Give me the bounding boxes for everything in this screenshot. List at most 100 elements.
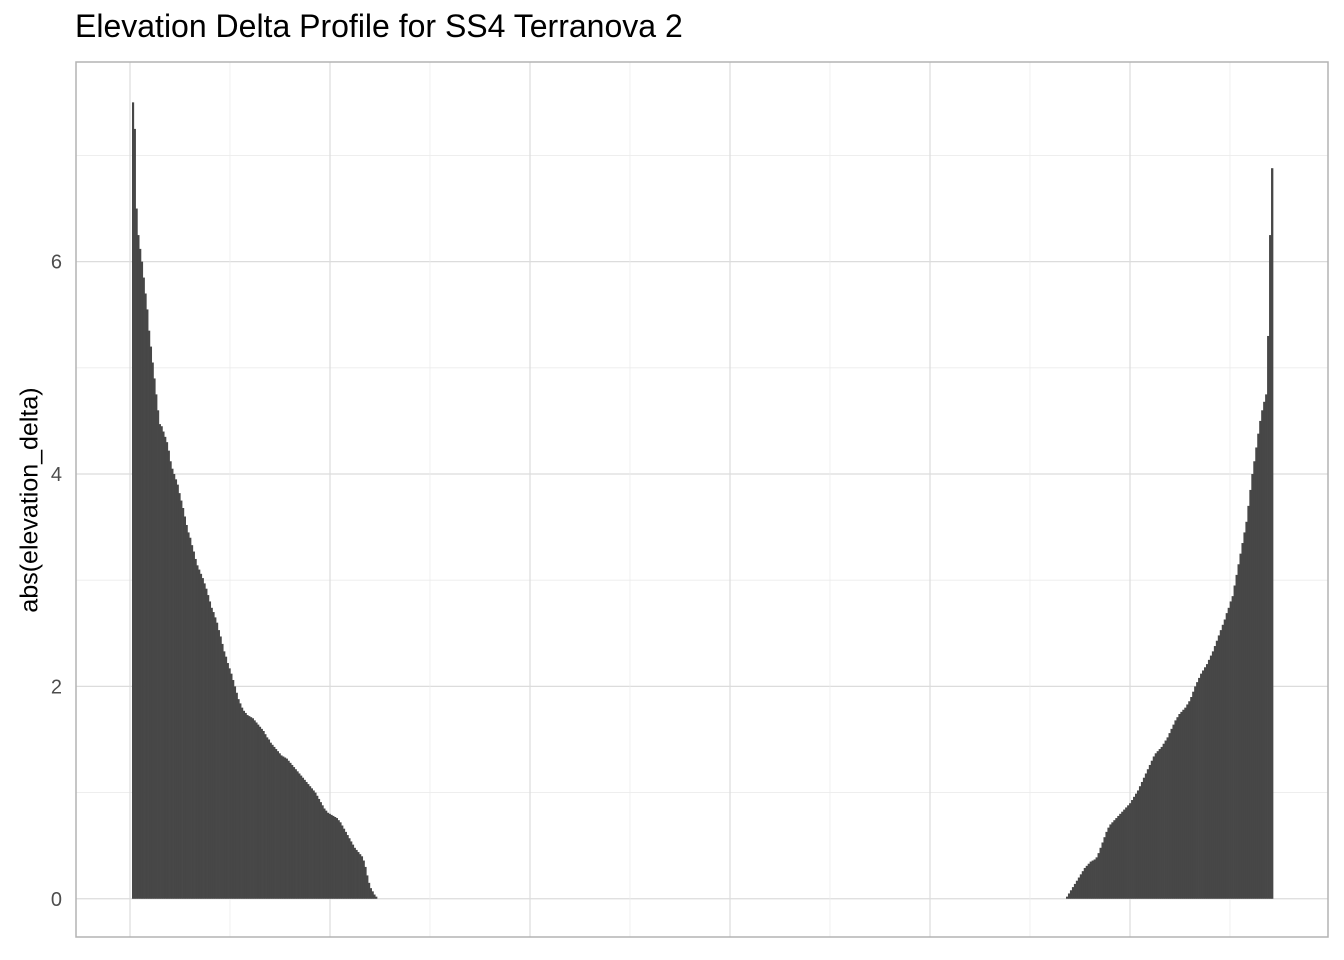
bar xyxy=(228,668,231,899)
bar xyxy=(178,493,181,899)
bar xyxy=(1251,474,1254,899)
bar xyxy=(203,583,206,899)
bar xyxy=(1115,818,1118,899)
bar xyxy=(194,558,197,899)
bar xyxy=(135,208,138,899)
bar xyxy=(1136,790,1140,899)
chart-title: Elevation Delta Profile for SS4 Terranov… xyxy=(75,8,683,44)
bar xyxy=(287,760,290,899)
bar xyxy=(1235,574,1238,899)
bar xyxy=(292,767,296,899)
bar xyxy=(185,524,188,899)
bar xyxy=(171,468,174,899)
bar xyxy=(332,815,335,899)
bar xyxy=(1265,394,1268,899)
bar xyxy=(278,753,281,899)
bar xyxy=(1077,877,1081,899)
bar xyxy=(182,507,185,899)
bar xyxy=(1255,447,1258,899)
bar xyxy=(1131,800,1134,899)
bar xyxy=(323,808,326,899)
bar xyxy=(1190,697,1193,899)
bar xyxy=(1144,773,1148,899)
bar xyxy=(137,235,140,899)
bar xyxy=(359,854,362,899)
bar xyxy=(294,769,297,899)
bar xyxy=(230,673,233,899)
bar xyxy=(242,710,246,899)
bar xyxy=(1205,664,1209,899)
bar xyxy=(291,764,294,899)
bar xyxy=(1196,682,1199,899)
bar xyxy=(1168,733,1171,899)
bar xyxy=(174,479,178,899)
bar xyxy=(1263,401,1266,899)
bar xyxy=(191,545,194,899)
bar xyxy=(1237,564,1240,899)
bar xyxy=(1217,635,1221,899)
bar xyxy=(305,781,308,899)
bar xyxy=(1198,677,1201,899)
bar xyxy=(301,777,305,899)
bar xyxy=(1119,813,1122,899)
bar xyxy=(375,896,378,899)
bar xyxy=(216,622,219,899)
bar xyxy=(237,699,240,899)
bar xyxy=(153,378,156,899)
bar xyxy=(1160,746,1163,899)
bar xyxy=(183,516,186,899)
bar xyxy=(1105,831,1108,899)
bar xyxy=(267,739,271,899)
bar xyxy=(146,309,149,899)
bar xyxy=(1271,168,1274,899)
bar xyxy=(343,828,346,899)
bar xyxy=(312,790,315,899)
bar xyxy=(1259,420,1262,899)
bar xyxy=(1204,667,1207,899)
bar xyxy=(262,730,265,899)
bar xyxy=(355,849,358,899)
bar xyxy=(1231,596,1234,899)
y-axis-ticks: 0 2 4 6 xyxy=(51,252,62,911)
bar xyxy=(1085,865,1089,899)
bar xyxy=(1182,709,1185,899)
bar xyxy=(176,484,179,899)
bar xyxy=(344,831,347,899)
bar xyxy=(1127,805,1130,899)
bar xyxy=(1162,743,1165,899)
bar xyxy=(1241,543,1244,899)
bar xyxy=(198,569,201,899)
bar xyxy=(328,813,331,899)
bar xyxy=(1079,874,1083,899)
bar xyxy=(132,102,135,899)
panel-border xyxy=(75,61,1329,938)
bar xyxy=(140,261,144,899)
bar xyxy=(1123,809,1126,899)
bar xyxy=(321,805,324,899)
bar xyxy=(337,820,340,899)
bar xyxy=(165,442,169,899)
bar xyxy=(158,424,161,899)
bar xyxy=(233,686,237,899)
bar xyxy=(1247,505,1250,899)
bar xyxy=(192,551,195,899)
bar xyxy=(1091,860,1094,899)
bar xyxy=(144,293,147,899)
bar xyxy=(1213,646,1217,899)
bar xyxy=(164,436,167,899)
bars xyxy=(132,102,1274,899)
bar xyxy=(148,330,151,899)
y-tick-label: 0 xyxy=(51,889,62,911)
bar xyxy=(1150,760,1154,899)
bar xyxy=(219,636,222,899)
bar xyxy=(1257,433,1260,899)
bar xyxy=(1174,720,1177,899)
bar xyxy=(284,757,287,899)
bar xyxy=(180,500,183,899)
bar xyxy=(1164,740,1167,899)
bar xyxy=(1081,871,1085,899)
bar xyxy=(1154,753,1158,899)
bar xyxy=(1267,335,1270,899)
bar xyxy=(224,656,228,899)
bar xyxy=(357,852,360,899)
